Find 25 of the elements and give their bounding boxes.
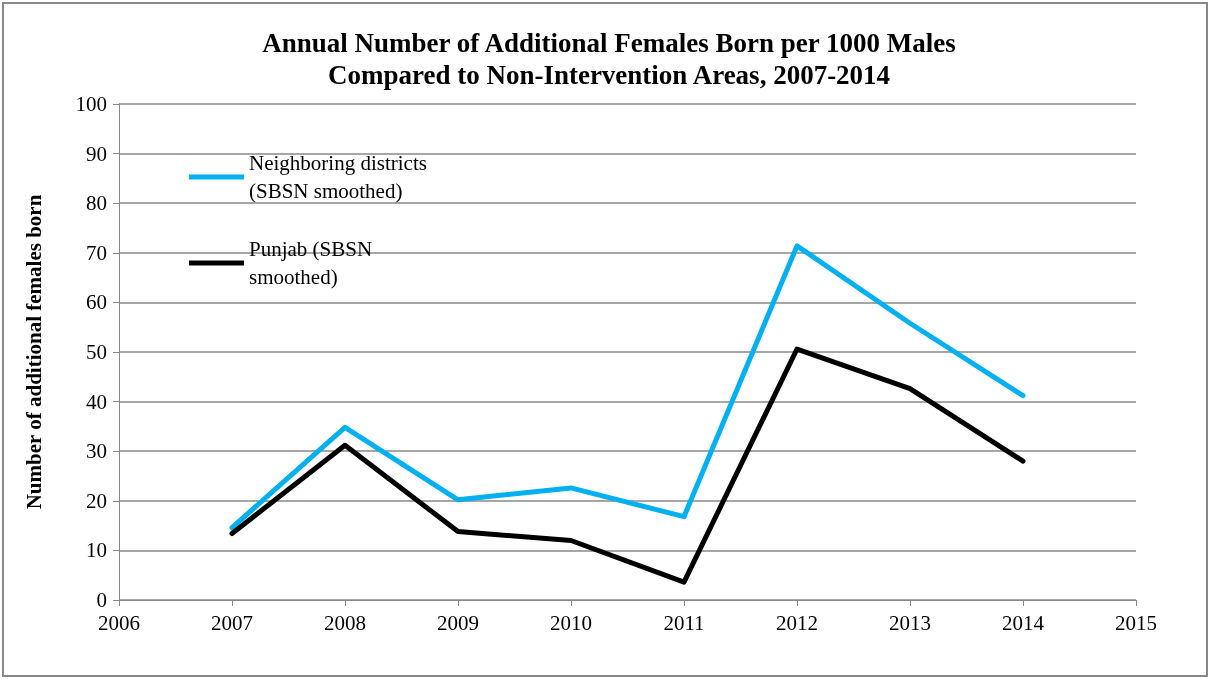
y-tick-label: 0 [96, 588, 107, 612]
legend-label: Punjab (SBSN smoothed) [249, 237, 378, 289]
y-tick-label: 60 [86, 290, 107, 315]
y-tick-label: 80 [86, 191, 107, 216]
x-tick-label: 2013 [889, 610, 931, 635]
x-tick-label: 2007 [211, 610, 253, 635]
x-tick-label: 2006 [98, 610, 140, 635]
chart-title: Annual Number of Additional Females Born per 1000 Males Compared to Non-Intervention Areas, 2007-2014 [262, 28, 956, 90]
x-tick-label: 2009 [437, 610, 479, 635]
x-tick-label: 2015 [1115, 610, 1157, 635]
y-tick-label: 30 [86, 439, 107, 464]
y-tick-label: 40 [86, 389, 107, 414]
x-tick-label: 2012 [776, 610, 818, 635]
x-tick-label: 2008 [324, 610, 366, 635]
y-tick-label: 70 [86, 240, 107, 265]
y-axis-title: Number of additional females born [21, 194, 46, 510]
y-tick-label: 100 [75, 92, 107, 116]
y-tick-label: 50 [86, 340, 107, 364]
x-tick-label: 2014 [1002, 610, 1045, 635]
x-tick-label: 2011 [663, 610, 705, 635]
y-tick-label: 20 [86, 488, 107, 513]
legend-label: Neighboring districts (SBSN smoothed) [249, 151, 433, 203]
y-tick-label: 10 [86, 538, 107, 563]
x-tick-label: 2010 [550, 610, 592, 635]
y-tick-label: 90 [86, 141, 107, 166]
